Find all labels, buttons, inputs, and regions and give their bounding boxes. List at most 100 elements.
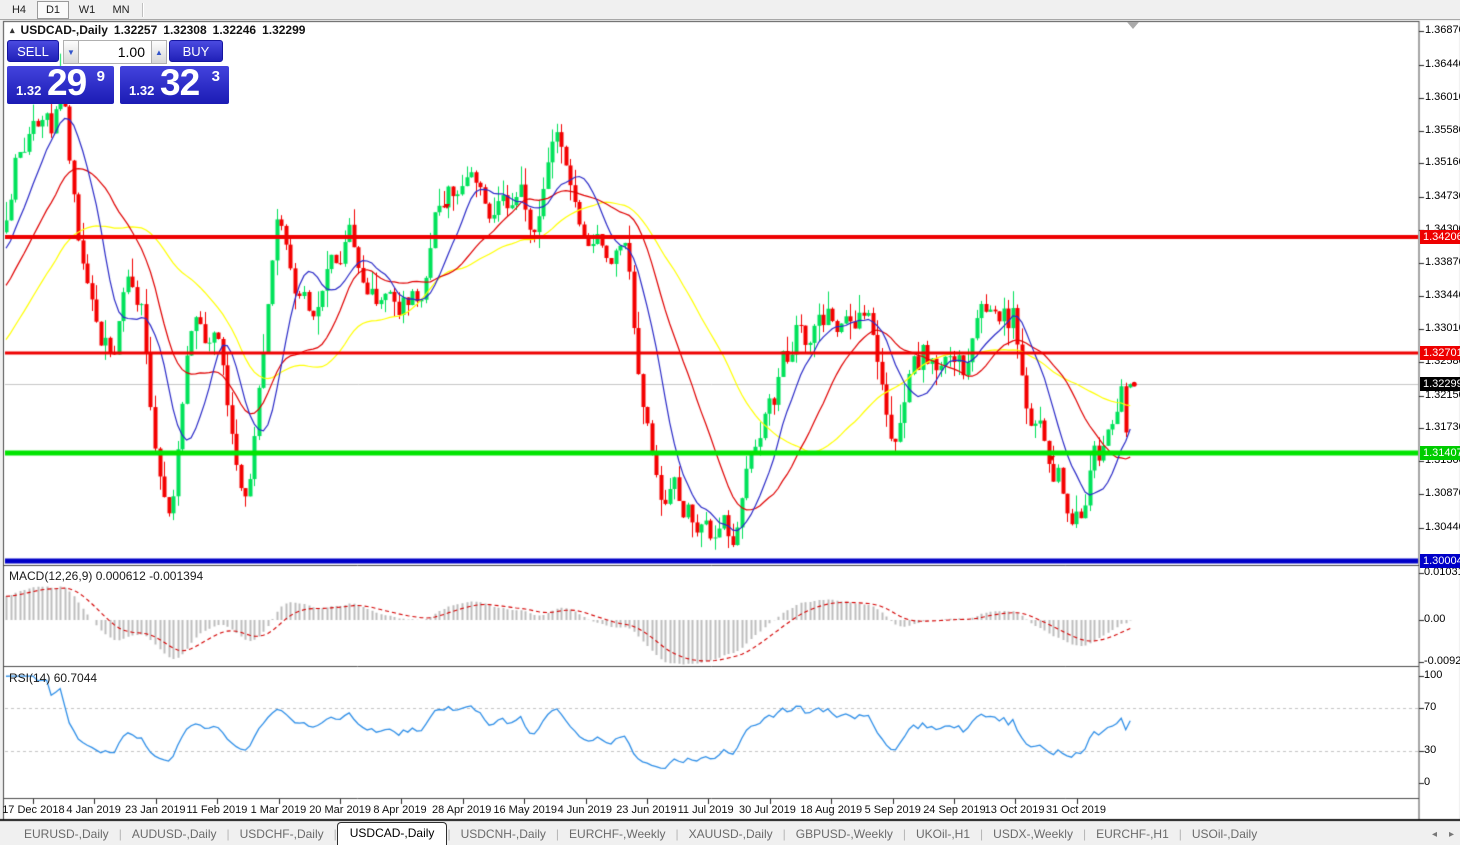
timeframe-toolbar: H4 D1 W1 MN xyxy=(0,0,1460,20)
spin-down-icon: ▼ xyxy=(67,47,75,57)
buy-button[interactable]: BUY xyxy=(169,40,223,62)
macd-scale-tick: 0.00 xyxy=(1424,613,1446,625)
tab-separator: | xyxy=(1082,827,1087,841)
tab-usdx-weekly[interactable]: USDX-,Weekly xyxy=(993,827,1073,841)
buy-price-pip: 3 xyxy=(211,68,220,85)
tab-separator: | xyxy=(333,827,337,841)
date-axis-label: 20 Mar 2019 xyxy=(309,804,371,816)
price-scale-tick: 1.33870 xyxy=(1425,255,1460,268)
sell-button[interactable]: SELL xyxy=(7,40,59,62)
tabs-scroll-right-icon[interactable]: ▸ xyxy=(1448,829,1454,840)
date-axis-label: 17 Dec 2018 xyxy=(2,804,65,816)
date-axis-label: 5 Sep 2019 xyxy=(864,804,921,816)
date-axis-label: 13 Oct 2019 xyxy=(984,804,1045,816)
toolbar-separator xyxy=(142,2,144,17)
tab-gbpusd-weekly[interactable]: GBPUSD-,Weekly xyxy=(795,827,893,841)
sell-price-main: 29 xyxy=(47,62,87,103)
tab-separator: | xyxy=(555,827,560,841)
tab-usdcad-daily[interactable]: USDCAD-,Daily xyxy=(336,822,448,845)
ohlc-low: 1.32246 xyxy=(212,23,257,37)
buy-price-main: 32 xyxy=(160,62,200,103)
date-axis-label: 4 Jun 2019 xyxy=(557,804,613,816)
one-click-trade-panel: SELL ▼ ▲ BUY 1.32 29 9 1.32 32 3 xyxy=(7,40,229,104)
price-scale-tick: 1.35580 xyxy=(1425,123,1460,136)
date-axis-label: 30 Jul 2019 xyxy=(739,804,796,816)
volume-input[interactable] xyxy=(79,40,151,64)
date-axis-label: 18 Aug 2019 xyxy=(800,804,863,816)
buy-price-box[interactable]: 1.32 32 3 xyxy=(120,62,229,104)
spin-up-icon: ▲ xyxy=(155,47,163,57)
rsi-label: RSI(14) 60.7044 xyxy=(9,671,98,685)
price-scale-tick: 1.32150 xyxy=(1425,388,1460,401)
macd-scale-tick: 0.010311 xyxy=(1424,566,1460,578)
price-line-badge: 1.30004 xyxy=(1420,554,1460,569)
volume-increase-button[interactable]: ▲ xyxy=(151,40,167,64)
sell-price-box[interactable]: 1.32 29 9 xyxy=(7,62,114,104)
date-axis-label: 11 Feb 2019 xyxy=(186,804,248,816)
price-scale-tick: 1.33010 xyxy=(1425,322,1460,335)
tab-separator: | xyxy=(447,827,451,841)
tab-separator: | xyxy=(226,827,230,841)
price-line-badge: 1.32299 xyxy=(1420,377,1460,392)
tab-xauusd-daily[interactable]: XAUUSD-,Daily xyxy=(688,827,773,841)
price-scale-tick: 1.34730 xyxy=(1425,189,1460,202)
panel-collapse-icon[interactable]: ▴ xyxy=(10,24,15,35)
tab-eurchf-h1[interactable]: EURCHF-,H1 xyxy=(1096,827,1169,841)
date-axis-label: 23 Jun 2019 xyxy=(616,804,677,816)
date-axis-label: 28 Apr 2019 xyxy=(432,804,492,816)
rsi-scale-tick: 0 xyxy=(1424,776,1431,788)
buy-price-prefix: 1.32 xyxy=(129,83,155,98)
rsi-value: 60.7044 xyxy=(53,671,98,685)
tab-separator: | xyxy=(902,827,907,841)
symbol-tabbar: EURUSD-,Daily | AUDUSD-,Daily | USDCHF-,Dail… xyxy=(0,822,1460,845)
sell-price-prefix: 1.32 xyxy=(16,83,42,98)
rsi-scale-tick: 100 xyxy=(1424,669,1443,681)
date-axis-label: 24 Sep 2019 xyxy=(923,804,986,816)
timeframe-button-d1[interactable]: D1 xyxy=(37,0,69,19)
tab-usdcnh-daily[interactable]: USDCNH-,Daily xyxy=(460,827,546,841)
price-scale-tick: 1.33440 xyxy=(1425,289,1460,302)
timeframe-button-h4[interactable]: H4 xyxy=(11,3,27,16)
date-axis-label: 11 Jul 2019 xyxy=(677,804,734,816)
rsi-scale-tick: 30 xyxy=(1424,743,1437,756)
price-scale-tick: 1.30440 xyxy=(1425,520,1460,533)
price-line-badge: 1.34206 xyxy=(1420,230,1460,244)
macd-label: MACD(12,26,9) 0.000612 -0.001394 xyxy=(9,569,204,583)
price-scale-tick: 1.31730 xyxy=(1425,421,1460,434)
chart-symbol-label: USDCAD-,Daily xyxy=(20,23,108,37)
chart-shift-marker-icon xyxy=(1127,22,1139,29)
price-scale-tick: 1.36010 xyxy=(1425,90,1460,103)
price-scale-tick: 1.36440 xyxy=(1425,57,1460,70)
ohlc-high: 1.32308 xyxy=(163,23,207,37)
tabs-scroll-left-icon[interactable]: ◂ xyxy=(1431,829,1437,840)
price-line-badge: 1.32701 xyxy=(1420,346,1460,361)
price-scale-tick: 1.30870 xyxy=(1425,487,1460,500)
tab-separator: | xyxy=(782,827,786,841)
tab-usdchf-daily[interactable]: USDCHF-,Daily xyxy=(239,827,324,841)
macd-signal-value: -0.001394 xyxy=(149,569,204,583)
ohlc-close: 1.32299 xyxy=(262,23,306,37)
tab-eurusd-daily[interactable]: EURUSD-,Daily xyxy=(24,827,109,841)
timeframe-button-w1[interactable]: W1 xyxy=(78,3,96,16)
date-axis-label: 31 Oct 2019 xyxy=(1046,804,1106,816)
tab-separator: | xyxy=(675,827,679,841)
chart-ohlc-header: ▴ USDCAD-,Daily 1.32257 1.32308 1.32246 … xyxy=(10,23,305,37)
date-axis-label: 23 Jan 2019 xyxy=(125,804,186,816)
tab-ukoil-h1[interactable]: UKOil-,H1 xyxy=(916,827,971,841)
date-axis-label: 8 Apr 2019 xyxy=(373,804,427,816)
tab-separator: | xyxy=(1178,827,1182,841)
tab-separator: | xyxy=(118,827,122,841)
date-axis-label: 16 May 2019 xyxy=(493,804,557,816)
date-axis-label: 4 Jan 2019 xyxy=(66,804,121,816)
price-scale-tick: 1.36870 xyxy=(1425,24,1460,37)
tab-eurchf-weekly[interactable]: EURCHF-,Weekly xyxy=(569,827,666,841)
ohlc-open: 1.32257 xyxy=(113,23,158,37)
macd-scale-tick: -0.009203 xyxy=(1424,654,1460,667)
timeframe-button-mn[interactable]: MN xyxy=(112,3,130,16)
sell-price-pip: 9 xyxy=(96,68,105,85)
volume-decrease-button[interactable]: ▼ xyxy=(63,40,79,64)
tab-audusd-daily[interactable]: AUDUSD-,Daily xyxy=(131,827,217,841)
date-axis-label: 1 Mar 2019 xyxy=(250,804,307,816)
tab-usoil-daily[interactable]: USOil-,Daily xyxy=(1191,827,1258,841)
